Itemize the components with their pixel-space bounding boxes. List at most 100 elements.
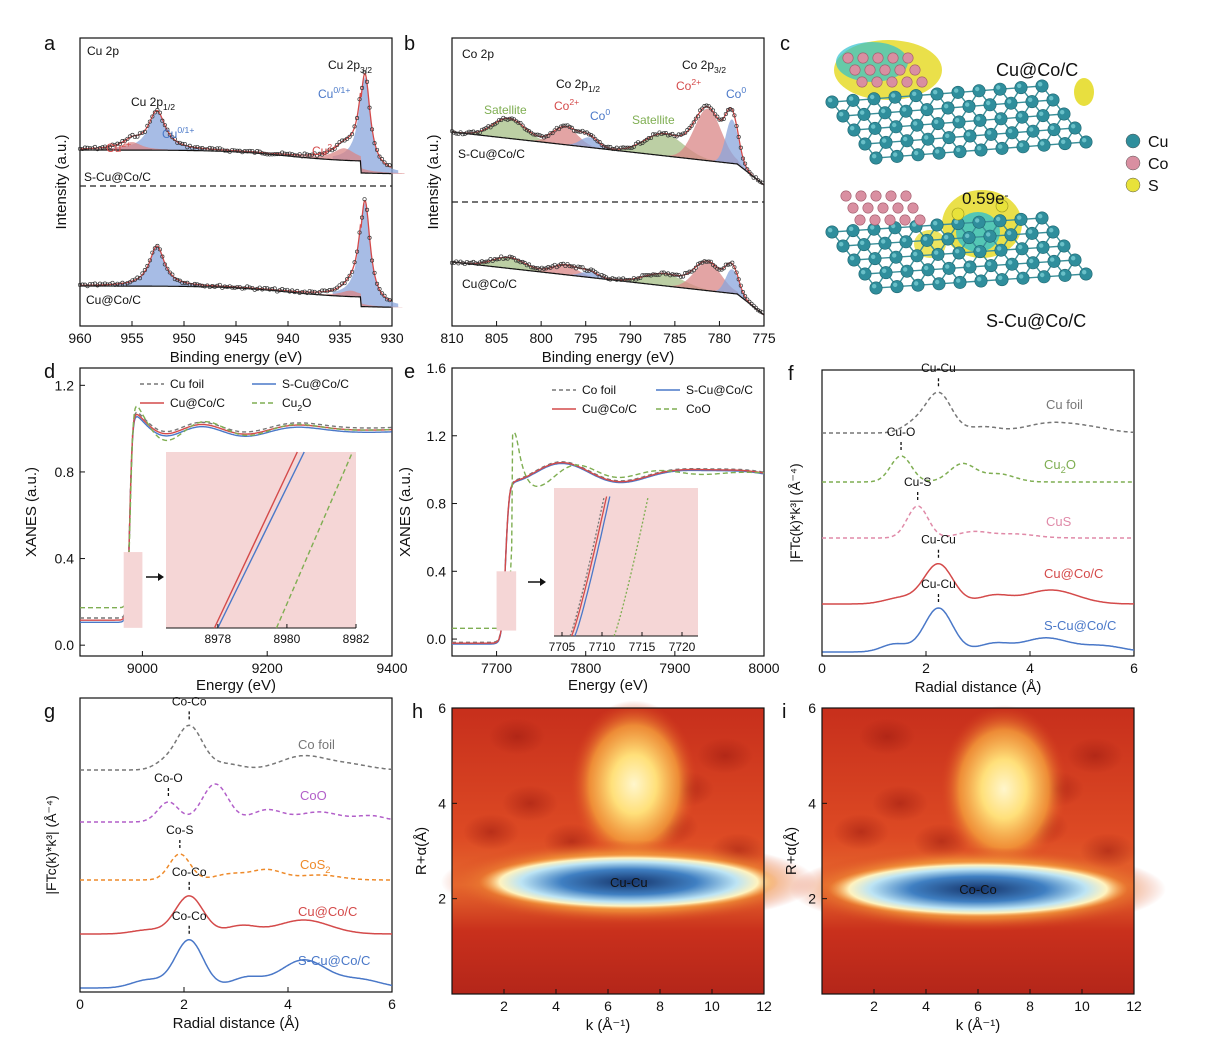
data-point [142,268,147,273]
inset-line [613,496,649,637]
data-point [142,129,147,134]
co-atom [854,214,866,226]
data-point [582,267,587,272]
x-axis-title: k (Å⁻¹) [956,1017,1001,1034]
series-line [80,405,392,609]
data-point [167,132,172,137]
cu-atom-highlight [849,96,854,101]
data-point [582,130,587,135]
inset-tick-label: 7715 [629,640,656,654]
data-point [725,108,731,113]
data-point [486,124,491,129]
cu-atom-highlight [913,251,918,257]
co-atom [849,64,861,76]
x-tick-label: 10 [1074,998,1090,1014]
cu-atom-highlight [893,282,898,287]
heatmap-minimum [828,861,1128,918]
cu-atom [889,250,903,264]
cu-atom [1014,81,1028,95]
data-point [578,129,583,134]
y-tick-label: 1.2 [55,377,75,393]
data-point [546,265,551,270]
cu-atom-highlight [1017,215,1022,220]
cu-atom [858,267,872,281]
cu-atom [1015,242,1029,256]
data-point [357,230,362,235]
x-tick-label: 4 [284,996,292,1012]
data-point [693,265,698,270]
data-point [367,235,372,240]
cu-atom [952,115,966,129]
peak-label: Cu2+ [106,139,131,155]
data-point [629,278,634,283]
data-point [340,138,345,143]
data-point [300,290,305,295]
cu-atom [931,247,945,261]
cu-atom [899,235,913,249]
data-point [287,151,292,156]
cu-atom [857,107,871,121]
x-tick-label: 775 [752,330,776,346]
cu-atom [1016,140,1030,154]
cu-atom-highlight [976,116,981,121]
x-tick-label: 790 [619,330,643,346]
data-point [710,108,716,113]
data-point [230,147,235,153]
series-label: CoO [300,788,327,803]
data-point [563,123,568,128]
cu-atom [953,145,967,159]
peak-label: Co0 [590,107,610,123]
co-atom [894,64,906,76]
data-point [245,149,250,154]
legend-label: Cu@Co/C [582,402,637,416]
data-point [384,297,390,302]
data-point [591,134,596,139]
heatmap-maximum [940,705,1068,874]
data-point [728,107,733,112]
x-tick-label: 940 [276,330,300,346]
data-point [377,287,382,292]
cu-atom-highlight [893,152,898,157]
data-point [77,146,83,151]
x-tick-label: 7700 [481,660,512,676]
panel-g: g Co foil Co-Co CoO Co-O CoS2 Co-S Cu@Co/C Co-Co… [43,694,396,1032]
x-tick-label: 0 [818,660,826,676]
series-label: Cu2O [1044,457,1076,475]
data-point [155,108,160,113]
data-point [212,147,217,152]
data-point [367,105,372,110]
panel-letter: g [44,701,55,723]
data-point [625,145,630,150]
data-point [745,167,750,172]
cu-atom-highlight [902,237,907,243]
cu-atom [890,149,904,163]
data-point [655,132,660,137]
data-point [145,123,150,128]
data-point [700,260,705,265]
inset-line [570,496,608,637]
y-tick-label: 0.0 [55,637,75,653]
data-point [593,137,598,142]
cu-atom [910,249,924,263]
data-point [691,268,696,273]
data-point [97,146,103,151]
co-atom [857,52,869,64]
cu-atom-highlight [912,222,917,227]
fit-component [515,126,615,151]
data-point [160,118,165,123]
cu-atom [994,243,1008,257]
data-point [670,272,675,277]
peak-label: Cu0/1+ [162,125,194,141]
data-point [87,282,93,287]
data-point [464,130,470,135]
data-point [225,284,230,290]
panel-letter: f [788,363,794,385]
data-point [350,132,355,137]
plot-frame [79,367,393,657]
data-point [172,137,177,142]
data-point [488,125,493,130]
data-point [267,287,272,292]
x-tick-label: 810 [440,330,464,346]
cu-atom [931,117,945,131]
x-tick-label: 7800 [570,660,601,676]
